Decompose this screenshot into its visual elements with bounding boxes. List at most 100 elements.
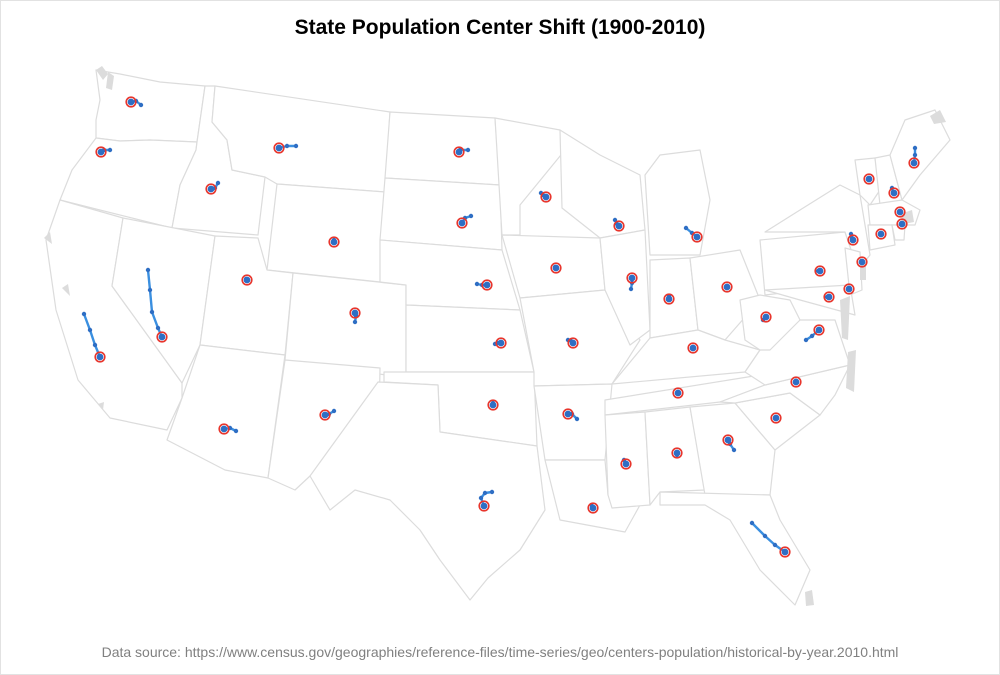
center-2010-point bbox=[628, 274, 636, 282]
state-outline-wv bbox=[739, 294, 801, 351]
track-point bbox=[155, 325, 161, 331]
center-2010-ring bbox=[487, 399, 499, 411]
state-outline-me bbox=[889, 109, 951, 201]
center-2010-ring bbox=[495, 337, 507, 349]
population-track-rhode-island bbox=[896, 218, 908, 230]
center-2010-ring bbox=[481, 279, 493, 291]
population-track-nevada bbox=[145, 267, 168, 343]
population-track-georgia bbox=[722, 434, 737, 453]
center-2010-ring bbox=[863, 173, 875, 185]
population-track-colorado bbox=[349, 307, 361, 325]
center-2010-point bbox=[615, 222, 623, 230]
center-2010-ring bbox=[814, 265, 826, 277]
center-2010-ring bbox=[453, 146, 465, 158]
population-track-nebraska bbox=[474, 279, 493, 291]
center-2010-ring bbox=[790, 376, 802, 388]
track-point bbox=[809, 333, 815, 339]
center-2010-ring bbox=[94, 351, 106, 363]
center-2010-ring bbox=[896, 218, 908, 230]
population-track-indiana bbox=[663, 293, 675, 305]
population-track-oklahoma bbox=[487, 399, 499, 411]
center-2010-point bbox=[815, 326, 823, 334]
track-line bbox=[750, 521, 787, 554]
population-track-louisiana bbox=[587, 502, 599, 514]
state-outline-mi bbox=[644, 149, 711, 256]
population-track-maine bbox=[908, 145, 920, 169]
center-2010-ring bbox=[562, 408, 574, 420]
center-2010-point bbox=[865, 175, 873, 183]
track-point bbox=[912, 152, 918, 158]
track-point bbox=[215, 180, 221, 186]
center-2010-ring bbox=[205, 183, 217, 195]
center-2010-point bbox=[896, 208, 904, 216]
population-track-kentucky bbox=[687, 342, 699, 354]
coastline-fragment bbox=[62, 284, 70, 296]
center-2010-ring bbox=[626, 272, 638, 284]
population-track-tennessee bbox=[672, 387, 684, 399]
center-2010-point bbox=[693, 233, 701, 241]
state-outline-wi bbox=[559, 129, 646, 239]
coastline-fragment bbox=[44, 232, 52, 244]
track-line bbox=[82, 312, 102, 359]
center-2010-point bbox=[762, 313, 770, 321]
center-2010-point bbox=[330, 238, 338, 246]
state-outline-nd bbox=[384, 111, 501, 186]
center-2010-ring bbox=[273, 142, 285, 154]
center-2010-ring bbox=[875, 228, 887, 240]
track-point bbox=[482, 490, 488, 496]
center-2010-point bbox=[497, 339, 505, 347]
center-2010-point bbox=[674, 389, 682, 397]
center-2010-point bbox=[458, 219, 466, 227]
population-track-missouri bbox=[565, 337, 579, 349]
track-point bbox=[772, 542, 778, 548]
population-track-south-carolina bbox=[770, 412, 782, 424]
center-2010-point bbox=[542, 193, 550, 201]
center-2010-point bbox=[689, 344, 697, 352]
state-outline-tx bbox=[309, 381, 546, 601]
track-point bbox=[731, 447, 737, 453]
map-title: State Population Center Shift (1900-2010… bbox=[294, 16, 706, 39]
population-center-tracks bbox=[81, 96, 920, 558]
state-outline-md bbox=[764, 284, 856, 316]
coastline-fragment bbox=[805, 590, 814, 606]
center-2010-point bbox=[97, 148, 105, 156]
center-2010-ring bbox=[241, 274, 253, 286]
population-track-texas bbox=[478, 489, 495, 512]
center-2010-point bbox=[898, 220, 906, 228]
population-track-california bbox=[81, 311, 106, 363]
population-track-west-virginia bbox=[760, 311, 772, 323]
center-2010-point bbox=[849, 236, 857, 244]
center-2010-ring bbox=[328, 236, 340, 248]
population-track-arkansas bbox=[562, 408, 580, 422]
coastline-fragment bbox=[96, 66, 108, 80]
population-track-florida bbox=[749, 520, 791, 558]
center-2010-point bbox=[455, 148, 463, 156]
center-2010-ring bbox=[894, 206, 906, 218]
center-2010-point bbox=[275, 144, 283, 152]
state-outline-nv bbox=[111, 217, 216, 384]
center-2010-ring bbox=[587, 502, 599, 514]
center-2010-ring bbox=[722, 434, 734, 446]
population-track-south-dakota bbox=[456, 213, 474, 229]
center-2010-point bbox=[589, 504, 597, 512]
population-track-wyoming bbox=[328, 236, 340, 248]
population-track-connecticut bbox=[875, 228, 887, 240]
state-outline-ny bbox=[764, 184, 871, 271]
center-2010-ring bbox=[456, 217, 468, 229]
track-point bbox=[233, 428, 239, 434]
center-2010-point bbox=[772, 414, 780, 422]
center-2010-ring bbox=[613, 220, 625, 232]
center-2010-point bbox=[890, 189, 898, 197]
center-2010-ring bbox=[847, 234, 859, 246]
center-2010-point bbox=[724, 436, 732, 444]
center-2010-ring bbox=[349, 307, 361, 319]
state-boundaries bbox=[45, 69, 951, 606]
population-track-maryland bbox=[823, 291, 835, 303]
center-2010-point bbox=[845, 285, 853, 293]
track-point bbox=[612, 217, 618, 223]
center-2010-point bbox=[825, 293, 833, 301]
center-2010-ring bbox=[908, 157, 920, 169]
population-track-mississippi bbox=[620, 457, 632, 470]
population-track-oregon bbox=[95, 146, 113, 158]
